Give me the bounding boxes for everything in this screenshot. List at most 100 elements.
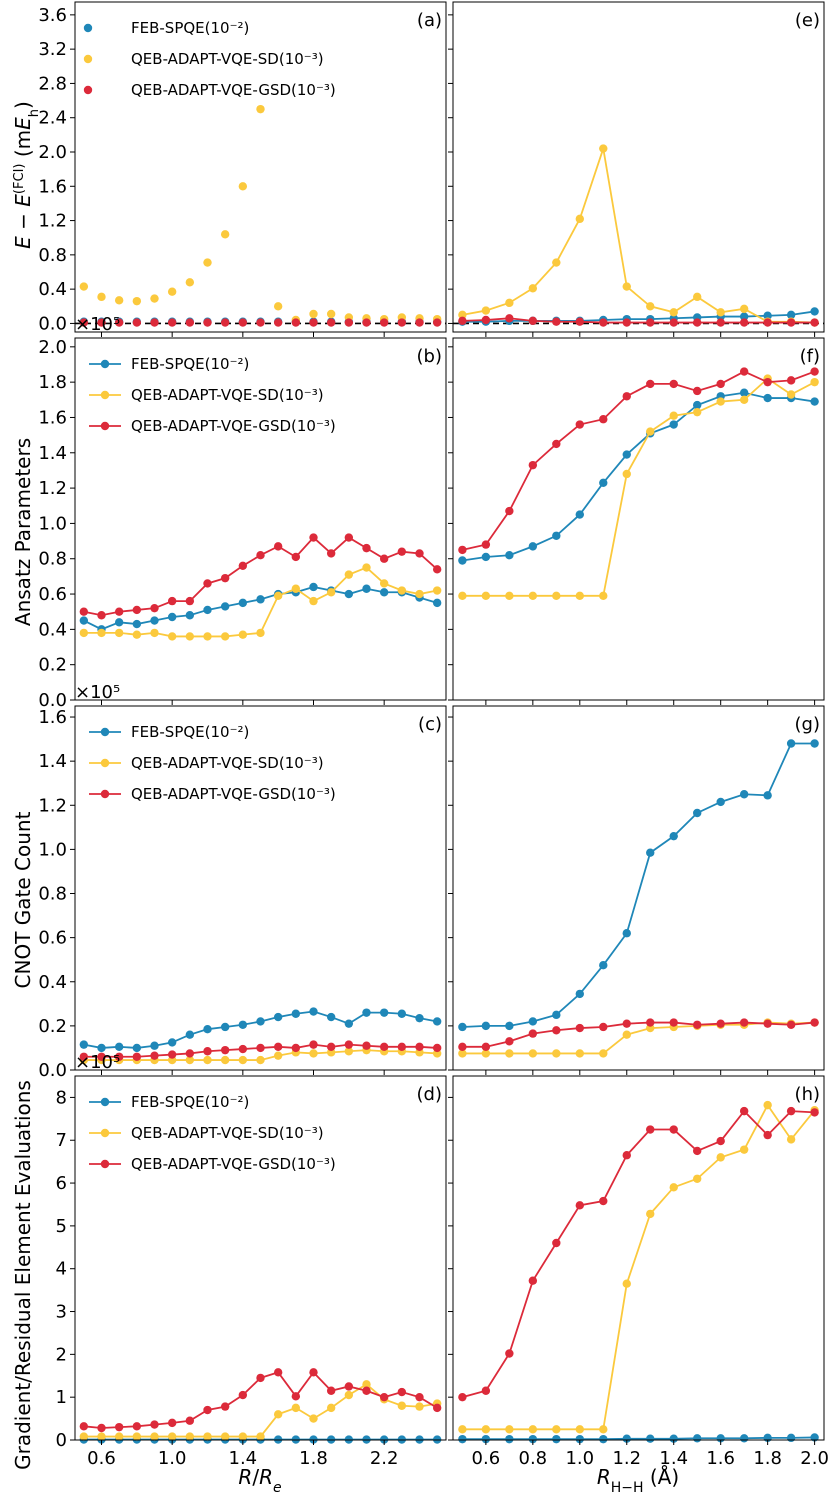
data-point xyxy=(622,392,631,401)
data-point xyxy=(97,1043,106,1053)
y-tick-label: 2.8 xyxy=(38,73,67,94)
data-point xyxy=(505,314,514,323)
series-line xyxy=(83,536,438,617)
data-point xyxy=(528,460,538,470)
series-line xyxy=(462,1109,815,1399)
plot-frame xyxy=(452,1075,825,1441)
data-point xyxy=(238,1020,248,1029)
data-point xyxy=(716,379,725,389)
data-point xyxy=(739,318,749,327)
data-point xyxy=(810,739,819,748)
legend-entry: QEB-ADAPT-VQE-SD(10⁻³) xyxy=(131,386,324,404)
data-point xyxy=(256,595,265,604)
legend-entry: QEB-ADAPT-VQE-SD(10⁻³) xyxy=(131,1124,324,1142)
data-point xyxy=(150,318,159,327)
series-line xyxy=(462,1436,815,1441)
legend-marker xyxy=(100,1097,110,1107)
legend-entry: QEB-ADAPT-VQE-SD(10⁻³) xyxy=(131,50,324,68)
data-point xyxy=(528,1029,538,1038)
series-line xyxy=(462,148,815,324)
data-point xyxy=(114,1432,124,1441)
data-point xyxy=(599,144,608,153)
data-point xyxy=(575,317,584,326)
x-tick-label: 0.8 xyxy=(519,1448,548,1469)
data-point xyxy=(185,1055,195,1065)
y-tick-label: 3.2 xyxy=(38,39,67,60)
data-point xyxy=(273,542,283,551)
data-point xyxy=(693,400,702,410)
plot-frame xyxy=(74,705,447,1071)
data-point xyxy=(481,591,491,601)
data-point xyxy=(739,367,749,376)
series-line xyxy=(462,377,816,597)
data-point xyxy=(273,591,283,601)
data-point xyxy=(458,310,467,320)
data-point xyxy=(763,1100,772,1110)
data-point xyxy=(167,287,177,296)
data-point xyxy=(646,1434,655,1443)
data-point xyxy=(669,420,678,429)
data-point xyxy=(622,469,631,479)
series-0 xyxy=(79,1007,442,1053)
data-point xyxy=(379,588,389,597)
panel-h: 0.6 0.8 1.0 1.2 1.4 1.6 1.8 2.0 (h) xyxy=(448,1075,829,1469)
data-point xyxy=(132,318,142,327)
data-point xyxy=(220,1402,230,1411)
data-point xyxy=(646,379,655,389)
data-point xyxy=(810,1108,819,1117)
data-point xyxy=(114,296,124,305)
y-tick-label: 0.4 xyxy=(38,972,67,993)
panel-label: (h) xyxy=(795,1084,820,1105)
data-point xyxy=(132,605,142,615)
data-point xyxy=(185,596,195,606)
data-point xyxy=(326,309,336,319)
y-multiplier: ×10⁵ xyxy=(75,682,120,703)
data-point xyxy=(481,1042,491,1052)
data-point xyxy=(203,258,212,267)
data-point xyxy=(786,739,796,748)
x-tick-label: 2.0 xyxy=(800,1448,829,1469)
data-point xyxy=(97,628,106,638)
data-point xyxy=(79,607,89,616)
data-point xyxy=(379,1392,389,1402)
data-point xyxy=(238,1044,248,1054)
y-label-gradient-evaluations: Gradient/Residual Element Evaluations xyxy=(11,1080,35,1470)
x-tick-label: 1.2 xyxy=(612,1448,641,1469)
data-point xyxy=(114,1042,124,1052)
data-point xyxy=(786,318,796,327)
data-point xyxy=(379,1008,389,1017)
data-point xyxy=(693,1146,702,1156)
data-point xyxy=(256,551,265,560)
data-point xyxy=(786,310,796,320)
data-point xyxy=(481,540,491,549)
data-point xyxy=(528,1276,538,1285)
data-point xyxy=(528,284,538,293)
data-point xyxy=(326,1042,336,1052)
data-point xyxy=(646,1018,655,1027)
series-line xyxy=(462,310,815,323)
legend-entry: QEB-ADAPT-VQE-GSD(10⁻³) xyxy=(131,81,336,99)
data-point xyxy=(114,628,124,638)
data-point xyxy=(256,628,265,638)
data-point xyxy=(167,596,177,606)
data-point xyxy=(379,318,389,327)
series-2 xyxy=(79,1368,442,1433)
data-point xyxy=(256,1055,265,1065)
y-tick-label: 0.4 xyxy=(38,619,67,640)
data-point xyxy=(786,376,796,385)
data-point xyxy=(203,1055,212,1065)
data-point xyxy=(599,1049,608,1058)
data-point xyxy=(481,1434,491,1444)
series-2 xyxy=(458,1106,819,1402)
data-point xyxy=(599,1022,608,1032)
data-point xyxy=(273,318,283,327)
data-point xyxy=(575,591,584,601)
data-point xyxy=(256,1373,265,1383)
data-point xyxy=(309,596,318,606)
data-point xyxy=(505,1021,514,1031)
data-point xyxy=(716,1136,725,1146)
data-point xyxy=(79,616,89,625)
data-point xyxy=(397,586,407,595)
data-point xyxy=(552,258,561,267)
data-point xyxy=(763,311,772,320)
